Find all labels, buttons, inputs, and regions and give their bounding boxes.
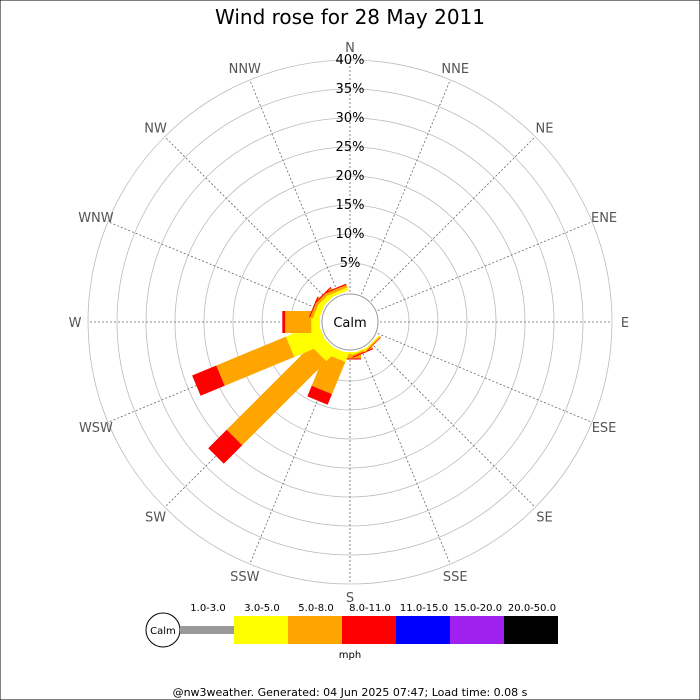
legend-swatch — [342, 616, 396, 644]
legend-unit: mph — [339, 650, 361, 661]
wind-bar-sse-3 — [352, 348, 374, 358]
wind-bar-wsw-3 — [192, 365, 225, 396]
wind-bar-w-2 — [285, 311, 312, 333]
legend-bin-label: 15.0-20.0 — [454, 603, 502, 614]
spoke-line — [370, 342, 536, 508]
wind-bar-nw-3 — [314, 286, 332, 304]
spoke-line — [370, 136, 536, 302]
grid-circle — [116, 88, 584, 556]
percent-label: 5% — [340, 256, 361, 271]
direction-label: NE — [535, 122, 553, 137]
legend-swatch — [234, 616, 288, 644]
spoke-line — [377, 221, 593, 311]
percent-labels: 5% 10% 15% 20% 25% 30% 35% 40% — [336, 53, 365, 271]
wind-bar-ssw-2 — [311, 353, 346, 395]
percent-label: 10% — [336, 227, 365, 242]
spoke-line — [377, 333, 593, 423]
percent-label: 40% — [336, 53, 365, 68]
legend-swatch — [180, 626, 234, 634]
spoke-line — [361, 349, 451, 565]
spoke-line — [249, 79, 339, 295]
wind-bar-se-3 — [365, 337, 381, 353]
wind-bar-ssw-3 — [307, 385, 332, 405]
percent-label: 30% — [336, 111, 365, 126]
wind-bar-sw-2 — [226, 345, 327, 446]
speed-legend: Calm 1.0-3.0 3.0-5.0 5.0-8.0 8.0-11.0 11.0-15… — [145, 603, 558, 661]
direction-label: SE — [536, 510, 552, 525]
footer-text: @nw3weather. Generated: 04 Jun 2025 07:4… — [173, 686, 528, 699]
legend-swatch — [450, 616, 504, 644]
percent-label: 15% — [336, 198, 365, 213]
direction-label: WSW — [79, 421, 113, 436]
direction-label: SSW — [230, 570, 260, 585]
spoke-line — [164, 136, 330, 302]
wind-bar-wsw-2 — [216, 336, 295, 386]
chart-title: Wind rose for 28 May 2011 — [215, 5, 485, 29]
direction-label: E — [621, 316, 629, 331]
wind-bar-w-3 — [282, 311, 286, 333]
direction-labels: N NNE NE ENE E ESE SE SSE S SSW SW WSW W WNW NW NNW — [69, 41, 630, 606]
legend-swatch — [504, 616, 558, 644]
direction-label: SSE — [443, 570, 468, 585]
direction-label: SW — [145, 510, 166, 525]
direction-label: N — [345, 41, 355, 56]
spoke-line — [361, 79, 451, 295]
spoke-line — [249, 349, 339, 565]
direction-label: S — [346, 591, 354, 606]
direction-label: WNW — [78, 211, 114, 226]
calm-circle — [321, 293, 379, 351]
spoke-line — [107, 221, 323, 311]
calm-label: Calm — [333, 316, 366, 331]
wind-bar-nnw-2 — [326, 284, 348, 296]
wind-bar-se-2 — [364, 336, 381, 353]
percent-label: 25% — [336, 140, 365, 155]
legend-swatch — [288, 616, 342, 644]
direction-label: NW — [144, 122, 167, 137]
legend-bin-label: 11.0-15.0 — [400, 603, 448, 614]
wind-bar-nnw-3 — [325, 283, 347, 294]
radial-grid — [87, 59, 613, 585]
direction-label: W — [69, 316, 82, 331]
direction-label: ENE — [591, 211, 617, 226]
wind-bar-se-1 — [363, 335, 380, 352]
legend-bin-label: 1.0-3.0 — [190, 603, 225, 614]
wind-bars — [192, 283, 381, 464]
direction-label: ESE — [592, 421, 617, 436]
grid-circle — [232, 204, 468, 440]
direction-label: NNW — [229, 62, 261, 77]
percent-label: 20% — [336, 169, 365, 184]
legend-swatch — [396, 616, 450, 644]
wind-bar-sw-3 — [208, 429, 243, 464]
spoke-line — [107, 333, 323, 423]
legend-bin-label: 20.0-50.0 — [508, 603, 556, 614]
legend-bin-label: 3.0-5.0 — [244, 603, 279, 614]
direction-label: NNE — [441, 62, 469, 77]
percent-label: 35% — [336, 82, 365, 97]
wind-bar-nnw-1 — [327, 287, 349, 299]
legend-bin-label: 8.0-11.0 — [349, 603, 391, 614]
legend-calm-label: Calm — [150, 626, 176, 637]
grid-circle — [87, 59, 613, 585]
legend-bin-label: 5.0-8.0 — [298, 603, 333, 614]
